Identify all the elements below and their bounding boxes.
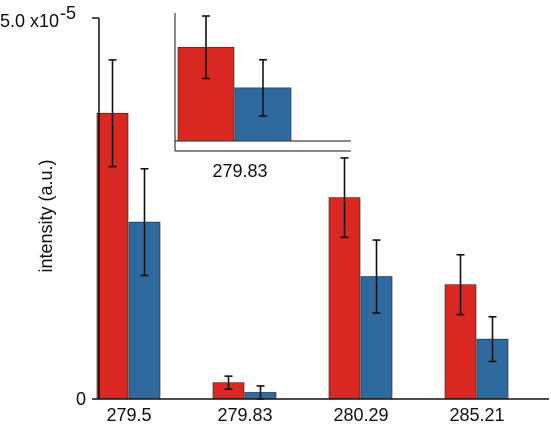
- x-tick-label-1: 279.83: [217, 405, 272, 425]
- x-tick-label-2: 280.29: [333, 405, 388, 425]
- y-tick-exponent: -5: [60, 3, 76, 23]
- x-tick-labels: 279.5 279.83 280.29 285.21: [106, 405, 504, 425]
- y-axis-label: intensity (a.u.): [36, 159, 56, 272]
- y-tick-label-1: 5.0 x10: [0, 11, 59, 31]
- inset-bars-group: [177, 15, 292, 142]
- inset-x-tick-label: 279.83: [212, 161, 267, 181]
- inset-chart: 279.83: [174, 13, 351, 181]
- axes-group: 0 5.0 x10 -5 intensity (a.u.): [0, 3, 549, 409]
- x-tick-label-0: 279.5: [106, 405, 151, 425]
- x-tick-label-3: 285.21: [449, 405, 504, 425]
- bars-group: [96, 59, 509, 400]
- y-tick-label-0: 0: [76, 389, 86, 409]
